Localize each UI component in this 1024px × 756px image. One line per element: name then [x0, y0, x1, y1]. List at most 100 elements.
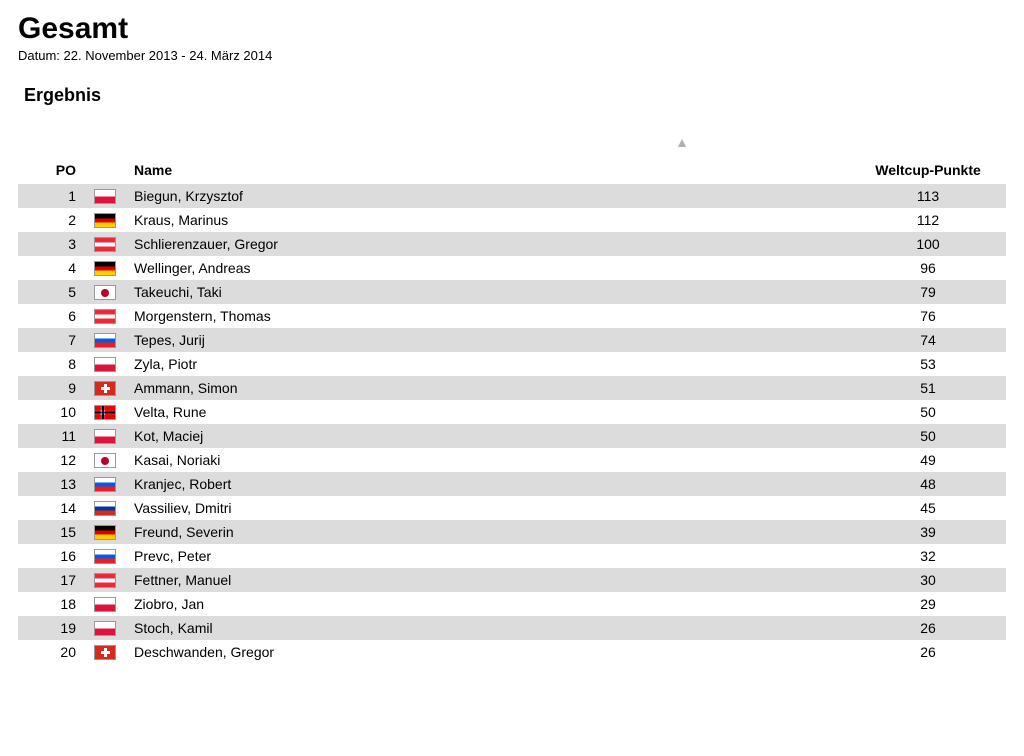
- cell-name[interactable]: Ammann, Simon: [126, 376, 850, 400]
- cell-flag: [90, 592, 126, 616]
- cell-name[interactable]: Schlierenzauer, Gregor: [126, 232, 850, 256]
- cell-points: 51: [850, 376, 1006, 400]
- cell-name[interactable]: Morgenstern, Thomas: [126, 304, 850, 328]
- cell-position: 2: [18, 208, 90, 232]
- cell-points: 26: [850, 640, 1006, 664]
- athlete-name[interactable]: Ziobro, Jan: [134, 596, 204, 612]
- results-table: PO Name Weltcup-Punkte 1 Biegun, Krzyszto…: [18, 156, 1006, 664]
- cell-name[interactable]: Prevc, Peter: [126, 544, 850, 568]
- table-row: 17Fettner, Manuel30: [18, 568, 1006, 592]
- table-row: 7Tepes, Jurij74: [18, 328, 1006, 352]
- cell-name[interactable]: Takeuchi, Taki: [126, 280, 850, 304]
- flag-icon: [94, 453, 116, 468]
- cell-name[interactable]: Tepes, Jurij: [126, 328, 850, 352]
- cell-position: 19: [18, 616, 90, 640]
- table-row: 6Morgenstern, Thomas76: [18, 304, 1006, 328]
- col-header-name[interactable]: Name: [126, 156, 850, 184]
- cell-name[interactable]: Biegun, Krzysztof: [126, 184, 850, 208]
- athlete-name[interactable]: Fettner, Manuel: [134, 572, 231, 588]
- table-row: 19 Stoch, Kamil 26: [18, 616, 1006, 640]
- cell-flag: [90, 232, 126, 256]
- cell-flag: [90, 328, 126, 352]
- cell-position: 16: [18, 544, 90, 568]
- cell-position: 3: [18, 232, 90, 256]
- cell-points: 96: [850, 256, 1006, 280]
- cell-name[interactable]: Deschwanden, Gregor: [126, 640, 850, 664]
- cell-points: 49: [850, 448, 1006, 472]
- flag-icon: [94, 261, 116, 276]
- flag-icon: [94, 621, 116, 636]
- cell-position: 13: [18, 472, 90, 496]
- cell-flag: [90, 304, 126, 328]
- col-header-flag: [90, 156, 126, 184]
- cell-points: 76: [850, 304, 1006, 328]
- cell-name[interactable]: Wellinger, Andreas: [126, 256, 850, 280]
- table-row: 16Prevc, Peter32: [18, 544, 1006, 568]
- cell-name[interactable]: Kranjec, Robert: [126, 472, 850, 496]
- table-row: 11Kot, Maciej50: [18, 424, 1006, 448]
- flag-icon: [94, 429, 116, 444]
- cell-name[interactable]: Zyla, Piotr: [126, 352, 850, 376]
- col-header-points[interactable]: Weltcup-Punkte: [850, 156, 1006, 184]
- date-range: Datum: 22. November 2013 - 24. März 2014: [18, 48, 1006, 63]
- cell-position: 18: [18, 592, 90, 616]
- athlete-name[interactable]: Kranjec, Robert: [134, 476, 231, 492]
- flag-icon: [94, 381, 116, 396]
- table-row: 14Vassiliev, Dmitri45: [18, 496, 1006, 520]
- cell-position: 5: [18, 280, 90, 304]
- cell-flag: [90, 208, 126, 232]
- cell-name[interactable]: Kot, Maciej: [126, 424, 850, 448]
- cell-flag: [90, 568, 126, 592]
- cell-name[interactable]: Velta, Rune: [126, 400, 850, 424]
- cell-flag: [90, 640, 126, 664]
- col-header-po[interactable]: PO: [18, 156, 90, 184]
- athlete-name[interactable]: Vassiliev, Dmitri: [134, 500, 232, 516]
- athlete-name[interactable]: Wellinger, Andreas: [134, 260, 250, 276]
- table-row: 9Ammann, Simon51: [18, 376, 1006, 400]
- athlete-name[interactable]: Tepes, Jurij: [134, 332, 205, 348]
- athlete-name[interactable]: Schlierenzauer, Gregor: [134, 236, 278, 252]
- flag-icon: [94, 597, 116, 612]
- cell-name[interactable]: Kraus, Marinus: [126, 208, 850, 232]
- athlete-name[interactable]: Ammann, Simon: [134, 380, 237, 396]
- sort-arrow-up-icon[interactable]: ▲: [358, 134, 1006, 150]
- cell-position: 8: [18, 352, 90, 376]
- athlete-name[interactable]: Prevc, Peter: [134, 548, 211, 564]
- athlete-name[interactable]: Kasai, Noriaki: [134, 452, 220, 468]
- table-row: 2 Kraus, Marinus 112: [18, 208, 1006, 232]
- cell-position: 20: [18, 640, 90, 664]
- cell-name[interactable]: Kasai, Noriaki: [126, 448, 850, 472]
- cell-name[interactable]: Freund, Severin: [126, 520, 850, 544]
- flag-icon: [94, 477, 116, 492]
- athlete-name[interactable]: Zyla, Piotr: [134, 356, 197, 372]
- cell-position: 10: [18, 400, 90, 424]
- athlete-name[interactable]: Velta, Rune: [134, 404, 206, 420]
- cell-points: 26: [850, 616, 1006, 640]
- cell-position: 1: [18, 184, 90, 208]
- flag-icon: [94, 645, 116, 660]
- cell-name[interactable]: Stoch, Kamil: [126, 616, 850, 640]
- cell-points: 50: [850, 400, 1006, 424]
- athlete-name[interactable]: Kraus, Marinus: [134, 212, 228, 228]
- athlete-name[interactable]: Biegun, Krzysztof: [134, 188, 243, 204]
- athlete-name[interactable]: Takeuchi, Taki: [134, 284, 222, 300]
- athlete-name[interactable]: Kot, Maciej: [134, 428, 203, 444]
- cell-points: 113: [850, 184, 1006, 208]
- athlete-name[interactable]: Morgenstern, Thomas: [134, 308, 271, 324]
- cell-name[interactable]: Ziobro, Jan: [126, 592, 850, 616]
- athlete-name[interactable]: Stoch, Kamil: [134, 620, 213, 636]
- flag-icon: [94, 573, 116, 588]
- cell-position: 14: [18, 496, 90, 520]
- cell-name[interactable]: Fettner, Manuel: [126, 568, 850, 592]
- cell-flag: [90, 280, 126, 304]
- athlete-name[interactable]: Freund, Severin: [134, 524, 234, 540]
- cell-name[interactable]: Vassiliev, Dmitri: [126, 496, 850, 520]
- page-title: Gesamt: [18, 12, 1006, 46]
- athlete-name[interactable]: Deschwanden, Gregor: [134, 644, 274, 660]
- cell-position: 12: [18, 448, 90, 472]
- cell-flag: [90, 256, 126, 280]
- flag-icon: [94, 237, 116, 252]
- cell-points: 112: [850, 208, 1006, 232]
- cell-flag: [90, 184, 126, 208]
- cell-flag: [90, 424, 126, 448]
